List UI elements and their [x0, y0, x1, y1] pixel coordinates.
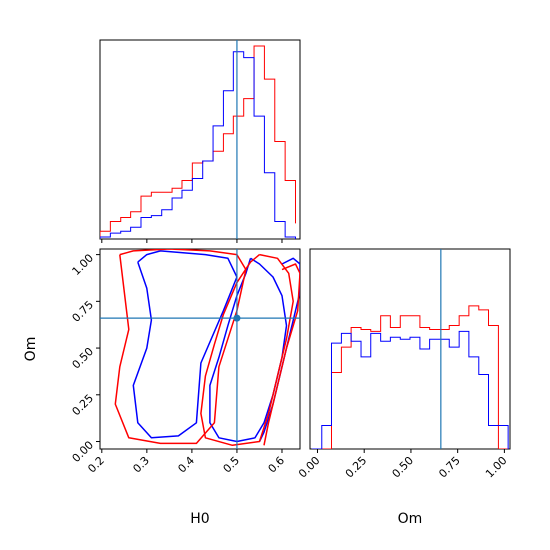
h0-histogram-series-0: [100, 45, 296, 239]
truth-marker: [233, 314, 241, 322]
h0-xtick-label-3: 0.5: [220, 454, 242, 476]
om-xtick-label-0: 0.00: [296, 454, 323, 481]
om-xtick-label-2: 0.50: [390, 454, 417, 481]
om-ytick-label-1: 0.25: [70, 392, 97, 419]
panel-frames: [99, 39, 511, 450]
h0-xtick-label-1: 0.3: [130, 454, 152, 476]
om-ytick-label-2: 0.50: [70, 345, 97, 372]
contour-series-0-level-2: [258, 257, 300, 442]
contour-series-1-level-1: [200, 253, 294, 447]
y-axis-label-om: Om: [23, 337, 39, 362]
frame-cont: [99, 248, 301, 450]
contour-series-0-level-1: [209, 257, 288, 443]
om-histogram-series-1: [311, 330, 509, 449]
h0-xtick-label-0: 0.2: [85, 454, 107, 476]
om-histogram-series-0: [311, 305, 509, 449]
frame-top: [99, 39, 301, 240]
contour-series-0-level-0: [132, 250, 238, 439]
frame-right: [309, 248, 511, 450]
contour-series-1-level-0: [114, 249, 247, 445]
chart-marks: [100, 40, 509, 449]
om-xtick-label-4: 1.00: [483, 454, 510, 481]
h0-xtick-label-4: 0.6: [266, 454, 288, 476]
om-ytick-label-4: 1.00: [70, 252, 97, 279]
om-xtick-label-1: 0.25: [343, 454, 370, 481]
h0-xtick-label-2: 0.4: [175, 454, 197, 476]
contour-series-1-level-2: [263, 263, 300, 446]
x-axis-label-h0: H0: [190, 511, 209, 527]
om-xtick-label-3: 0.75: [436, 454, 463, 481]
om-ytick-label-3: 0.75: [70, 298, 97, 325]
h0-histogram-series-1: [100, 51, 296, 239]
x-axis-label-om: Om: [398, 511, 423, 527]
